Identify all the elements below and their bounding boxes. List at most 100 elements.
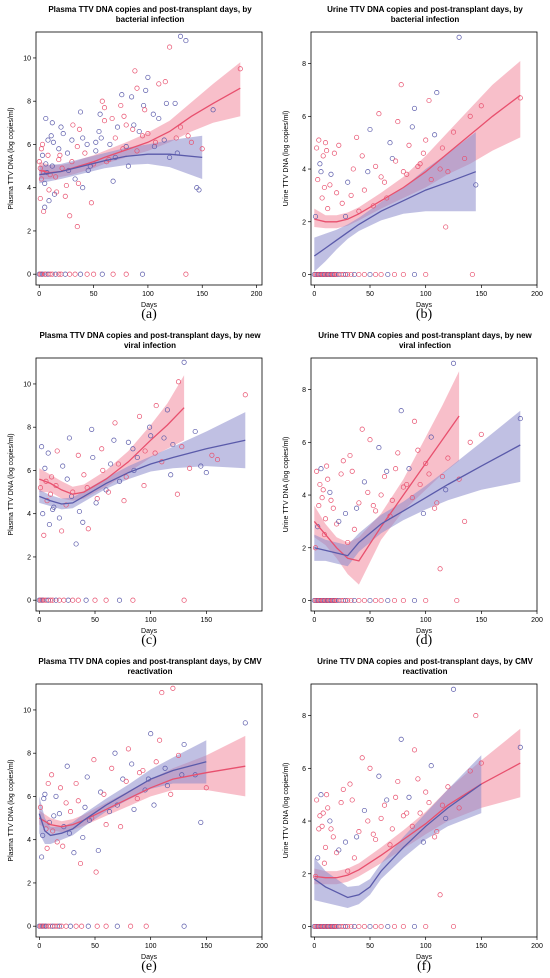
chart-title-line-1: Plasma TTV DNA copies and post-transplan… (48, 5, 252, 14)
zero-point (454, 597, 460, 604)
data-point (56, 146, 62, 152)
data-point (100, 467, 106, 473)
zero-point (378, 271, 384, 278)
data-point (428, 434, 434, 440)
zero-point (63, 923, 69, 929)
y-tick-label: 2 (302, 219, 306, 226)
panel-caption: (e) (141, 959, 157, 974)
data-point (131, 122, 137, 128)
y-tick-label: 8 (302, 61, 306, 68)
data-point (49, 474, 55, 480)
data-point (109, 115, 115, 122)
data-point (38, 176, 44, 182)
zero-point (72, 271, 78, 277)
panel-caption: (c) (141, 633, 157, 648)
plot-frame (310, 683, 538, 938)
chart-title-line-1: Urine TTV DNA copies and post-transplant… (327, 5, 523, 14)
data-point (183, 38, 189, 44)
data-point (324, 792, 330, 798)
y-tick-label: 0 (302, 924, 306, 931)
data-point (356, 500, 362, 506)
data-point (64, 150, 71, 156)
data-point (112, 750, 118, 756)
y-tick-label: 8 (302, 387, 306, 394)
zero-point (373, 597, 379, 604)
data-point (84, 774, 90, 780)
data-point (96, 128, 102, 135)
data-point (432, 505, 438, 511)
data-point (354, 505, 360, 511)
data-point (45, 152, 51, 158)
data-point (325, 805, 331, 811)
data-point (456, 805, 462, 811)
data-point (334, 190, 340, 196)
fit-line-1 (39, 153, 203, 176)
data-point (373, 508, 379, 514)
data-point (145, 74, 151, 80)
chart-title-line-2: reactivation (128, 667, 173, 676)
data-point (361, 187, 367, 193)
zero-point (345, 271, 351, 278)
data-point (41, 208, 47, 215)
data-point (49, 772, 55, 778)
data-point (130, 126, 136, 132)
chart-title-line-2: bacterial infection (116, 15, 185, 24)
y-tick-label: 6 (302, 114, 306, 121)
data-point (167, 44, 173, 50)
data-point (325, 206, 331, 212)
zero-point (351, 923, 357, 930)
data-point (417, 810, 423, 816)
data-point (347, 781, 353, 787)
data-point (67, 213, 73, 219)
data-point (54, 189, 60, 195)
zero-point (143, 923, 149, 929)
data-point (123, 474, 129, 480)
data-point (38, 146, 44, 152)
data-point (322, 516, 329, 522)
zero-point (345, 597, 351, 604)
y-axis-label: Urine TTV DNA (log copies/ml) (283, 111, 290, 207)
x-tick-label: 0 (37, 943, 41, 950)
y-axis-label: Plasma TTV DNA (log copies/ml) (8, 759, 15, 861)
zero-point (400, 271, 406, 278)
confidence-band-1 (314, 410, 521, 567)
fit-line-1 (313, 783, 482, 899)
data-point (389, 497, 395, 503)
zero-point (47, 597, 54, 603)
data-point (340, 786, 346, 792)
data-point (42, 180, 48, 186)
data-point (409, 124, 415, 130)
data-point (134, 796, 140, 802)
data-point (428, 763, 434, 769)
data-point (50, 506, 56, 512)
data-point (64, 476, 70, 482)
data-point (322, 844, 329, 850)
data-point (316, 137, 322, 143)
zero-point (114, 923, 120, 929)
zero-point (39, 271, 46, 277)
data-point (318, 792, 324, 798)
data-point (314, 145, 320, 151)
data-point (74, 144, 80, 150)
data-point (330, 834, 336, 840)
data-point (37, 804, 44, 810)
data-point (411, 747, 418, 753)
data-point (156, 115, 162, 122)
data-point (99, 98, 105, 104)
zero-point (99, 271, 105, 277)
zero-point (75, 597, 81, 603)
zero-point (367, 271, 373, 278)
panel-e: Plasma TTV DNA copies and post-transplan… (0, 652, 275, 978)
x-axis-label: Days (141, 954, 157, 961)
panel-b: Urine TTV DNA copies and post-transplant… (275, 0, 550, 326)
data-point (156, 81, 162, 87)
data-point (152, 450, 158, 456)
data-point (112, 135, 118, 141)
x-tick-label: 150 (196, 291, 208, 298)
data-point (312, 213, 319, 220)
zero-point (123, 271, 129, 277)
data-point (423, 137, 429, 143)
data-point (359, 426, 365, 432)
data-point (177, 124, 184, 130)
data-point (42, 791, 48, 797)
